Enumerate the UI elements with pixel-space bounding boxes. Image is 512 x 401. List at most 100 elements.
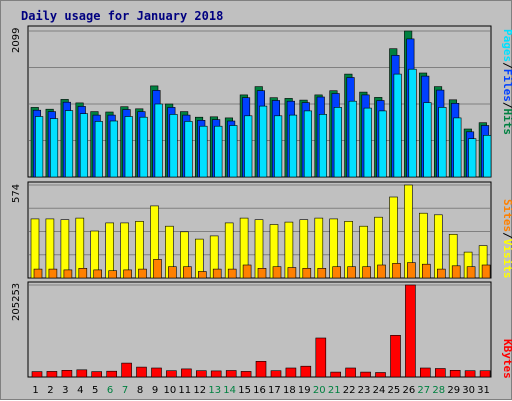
pages-bar (184, 121, 193, 178)
pages-bar (139, 116, 148, 178)
sites-bar (48, 268, 58, 279)
pages-bar (393, 73, 402, 178)
day-label: 1 (32, 385, 38, 396)
legend-kbytes: KBytes (501, 339, 512, 379)
sites-bar (362, 266, 371, 279)
day-label: 20 (313, 385, 326, 396)
sites-bar (317, 267, 327, 279)
kbytes-bar (46, 371, 58, 378)
sites-bar (183, 266, 192, 279)
legend-pages: Pages (501, 29, 512, 62)
pages-bar (154, 103, 163, 178)
sites-bar (347, 266, 356, 279)
sites-bar (63, 269, 73, 279)
legend-files: Files (501, 69, 512, 102)
legend-visits: Visits (501, 239, 512, 279)
pages-bar (199, 125, 208, 178)
kbytes-max-label: 205253 (11, 283, 22, 321)
pages-bar (259, 105, 268, 178)
pages-bar (423, 102, 432, 178)
sites-bar (377, 264, 386, 279)
day-label: 16 (253, 385, 266, 396)
day-label: 31 (477, 385, 490, 396)
day-label: 23 (358, 385, 371, 396)
pages-bar (274, 115, 283, 178)
pages-bar (408, 68, 417, 178)
pages-bar (244, 115, 253, 178)
chart-title: Daily usage for January 2018 (21, 9, 223, 23)
day-label: 7 (122, 385, 128, 396)
sites-bar (332, 266, 342, 279)
hits-max-label: 2099 (11, 28, 22, 53)
sites-bar (436, 268, 446, 279)
visits-max-label: 574 (11, 184, 22, 203)
kbytes-bar (255, 360, 267, 378)
kbytes-bar (449, 369, 461, 378)
sites-bar (302, 267, 312, 279)
sites-bar (272, 266, 282, 279)
day-label: 6 (107, 385, 113, 396)
day-label: 12 (193, 385, 206, 396)
pages-bar (169, 114, 178, 178)
sites-bar (168, 266, 177, 279)
day-label: 2 (47, 385, 53, 396)
sites-bar (138, 268, 147, 279)
day-label: 8 (137, 385, 143, 396)
day-label: 24 (373, 385, 386, 396)
pages-bar (438, 107, 447, 178)
day-label: 5 (92, 385, 98, 396)
sites-bar (198, 271, 207, 279)
sites-bar (153, 259, 162, 279)
kbytes-bar (419, 367, 431, 378)
pages-bar (79, 113, 88, 178)
kbytes-bar (121, 362, 132, 378)
pages-bar (483, 135, 492, 178)
kbytes-bar (360, 371, 371, 378)
sites-bar (242, 264, 252, 279)
pages-bar (49, 118, 59, 178)
hits-legend: Pages/Files/Hits (501, 29, 512, 135)
kbytes-bar (166, 370, 177, 378)
sites-bar (108, 270, 117, 279)
sites-bar (481, 264, 491, 279)
kbytes-bar (31, 371, 43, 378)
kbytes-bar (61, 369, 73, 378)
svg-text:Sites/Visits: Sites/Visits (501, 199, 512, 279)
visits-legend: Sites/Visits (501, 199, 512, 279)
day-label: 26 (403, 385, 416, 396)
kbytes-bar (210, 370, 222, 378)
legend-sites: Sites (501, 199, 512, 232)
kbytes-bar (345, 367, 356, 378)
legend-sep-2: / (501, 102, 512, 109)
day-label: 10 (164, 385, 177, 396)
kbytes-bar (300, 365, 312, 378)
pages-bar (229, 125, 238, 178)
visits-bar (433, 214, 443, 279)
kbytes-bar (76, 369, 88, 378)
pages-bar (378, 110, 387, 178)
day-label: 11 (178, 385, 191, 396)
pages-bar (453, 117, 462, 178)
kbytes-bar (330, 371, 342, 378)
day-label: 3 (62, 385, 68, 396)
kbytes-bar (479, 370, 491, 378)
pages-bar (109, 120, 118, 178)
day-label: 18 (283, 385, 296, 396)
day-label: 19 (298, 385, 311, 396)
day-label: 13 (208, 385, 221, 396)
day-label: 9 (152, 385, 158, 396)
sites-bar (212, 268, 222, 279)
kbytes-bar (181, 368, 192, 378)
kbytes-bar (91, 371, 102, 378)
day-labels: 1 2 3 4 5 6 7 8 9 10 11 12 13 14 15 16 17 18 19 20 21 22 23 24 2… (32, 385, 490, 396)
day-label: 21 (328, 385, 341, 396)
sites-bar (123, 269, 132, 279)
pages-bar (468, 138, 477, 178)
pages-bar (303, 110, 313, 178)
kbytes-bar (106, 370, 117, 378)
kbytes-legend: KBytes (501, 339, 512, 379)
kbytes-bar (434, 368, 446, 378)
day-label: 27 (417, 385, 430, 396)
legend-sep-1: / (501, 62, 512, 69)
pages-bar (214, 125, 223, 178)
